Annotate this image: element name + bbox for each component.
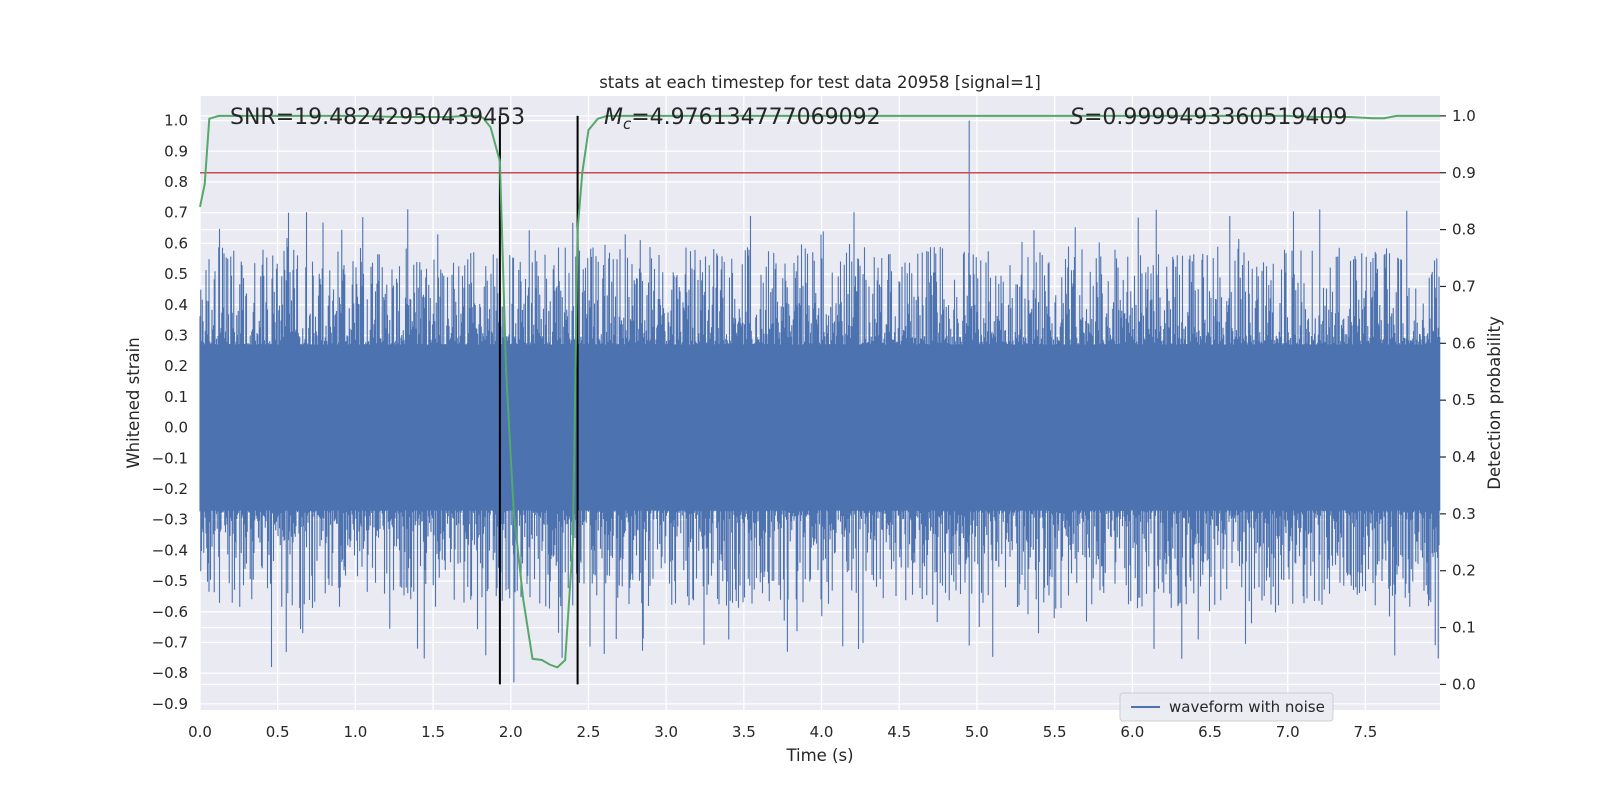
mc-subscript: c (623, 115, 632, 133)
y-tick-label-left: −0.9 (152, 695, 188, 713)
y-tick-label-left: 0.0 (164, 419, 188, 437)
x-tick-label: 4.0 (810, 723, 834, 741)
waveform-line (199, 120, 1441, 683)
x-tick-label: 6.0 (1120, 723, 1144, 741)
mc-symbol: M (604, 105, 623, 130)
x-tick-label: 4.5 (887, 723, 911, 741)
x-ticks: 0.0 0.5 1.0 1.5 2.0 2.5 3.0 3.5 4.0 4.5 5.0 5.5 6.0 6… (188, 723, 1377, 741)
y-tick-label-left: 0.2 (164, 357, 188, 375)
x-tick-label: 1.5 (421, 723, 445, 741)
mc-annotation: Mc=4.976134777069092 (604, 105, 881, 133)
x-tick-label: 5.5 (1043, 723, 1067, 741)
y-tick-label-left: 1.0 (164, 112, 188, 130)
x-tick-label: 1.0 (343, 723, 367, 741)
mc-value: =4.976134777069092 (631, 105, 880, 130)
y-tick-label-left: −0.6 (152, 603, 188, 621)
x-axis-label: Time (s) (785, 746, 853, 765)
x-tick-label: 3.0 (654, 723, 678, 741)
y-tick-label-left: −0.3 (152, 511, 188, 529)
legend: waveform with noise (1119, 692, 1334, 722)
y-ticks-right: 1.0 0.9 0.8 0.7 0.6 0.5 0.4 0.3 0.2 0.1 0.0 (1440, 107, 1476, 693)
y-tick-label-left: 0.8 (164, 173, 188, 191)
y-tick-label-left: −0.5 (152, 572, 188, 590)
y-tick-label-right: 0.0 (1452, 675, 1476, 693)
legend-label: waveform with noise (1169, 698, 1325, 716)
s-symbol: S (1070, 105, 1084, 130)
y-tick-label-left: 0.5 (164, 265, 188, 283)
y-tick-label-left: −0.4 (152, 541, 188, 559)
y-tick-label-right: 0.7 (1452, 277, 1476, 295)
x-tick-label: 0.5 (266, 723, 290, 741)
snr-annotation: SNR=19.48242950439453 (230, 105, 525, 130)
y-tick-label-left: 0.6 (164, 234, 188, 252)
y-tick-label-left: 0.9 (164, 142, 188, 160)
y-axis-label-right: Detection probability (1485, 316, 1504, 490)
x-tick-label: 7.0 (1276, 723, 1300, 741)
y-tick-label-right: 0.5 (1452, 391, 1476, 409)
y-tick-label-right: 0.9 (1452, 164, 1476, 182)
detection-probability-line (199, 114, 1440, 669)
y-tick-label-left: −0.2 (152, 480, 188, 498)
legend-box (1119, 692, 1334, 722)
x-tick-label: 2.5 (577, 723, 601, 741)
y-tick-label-right: 0.1 (1452, 619, 1476, 637)
y-tick-label-left: −0.7 (152, 633, 188, 651)
y-tick-label-right: 0.4 (1452, 448, 1476, 466)
waveform-series (199, 120, 1441, 683)
y-tick-label-left: −0.1 (152, 449, 188, 467)
y-tick-label-left: −0.8 (152, 664, 188, 682)
x-tick-label: 5.0 (965, 723, 989, 741)
y-tick-label-left: 0.3 (164, 326, 188, 344)
y-tick-label-right: 0.8 (1452, 221, 1476, 239)
y-ticks-left: 1.0 0.9 0.8 0.7 0.6 0.5 0.4 0.3 0.2 0.1 0.0 −0.1 −0.… (152, 112, 188, 713)
y-tick-label-right: 0.2 (1452, 562, 1476, 580)
y-tick-label-right: 1.0 (1452, 107, 1476, 125)
x-tick-label: 2.0 (499, 723, 523, 741)
y-tick-label-right: 0.6 (1452, 334, 1476, 352)
x-tick-label: 6.5 (1198, 723, 1222, 741)
s-annotation: S=0.9999493360519409 (1070, 105, 1347, 130)
y-tick-label-left: 0.1 (164, 388, 188, 406)
x-tick-label: 7.5 (1353, 723, 1377, 741)
y-axis-label-left: Whitened strain (124, 337, 143, 468)
y-tick-label-left: 0.4 (164, 296, 188, 314)
y-tick-label-left: 0.7 (164, 204, 188, 222)
overlays (199, 114, 1440, 685)
x-tick-label: 0.0 (188, 723, 212, 741)
y-tick-label-right: 0.3 (1452, 505, 1476, 523)
chart-title: stats at each timestep for test data 209… (599, 73, 1041, 92)
s-value: =0.9999493360519409 (1084, 105, 1347, 130)
x-tick-label: 3.5 (732, 723, 756, 741)
